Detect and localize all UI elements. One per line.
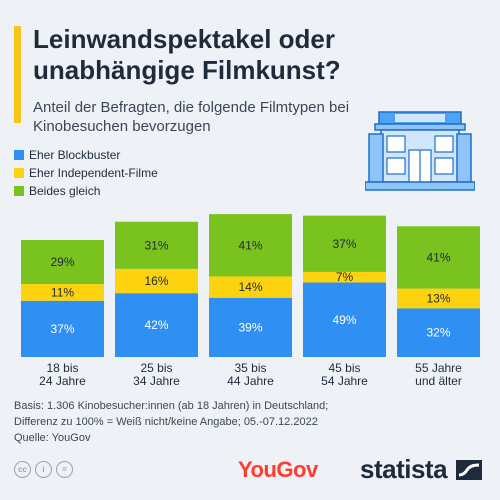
footer-basis-line: Basis: 1.306 Kinobesucher:innen (ab 18 J… [14, 400, 329, 412]
data-label: 13% [426, 291, 450, 305]
footer-notes: Basis: 1.306 Kinobesucher:innen (ab 18 J… [14, 398, 394, 446]
bar-segment [303, 282, 386, 357]
bar-segment [115, 293, 198, 357]
bar-segment [21, 284, 104, 301]
title-accent-bar [14, 26, 21, 123]
chart-legend: Eher Blockbuster Eher Independent-Filme … [14, 146, 158, 200]
license-icons: cc i = [14, 461, 73, 478]
category-label: 44 Jahre [227, 374, 274, 388]
yougov-logo[interactable]: YouGov [238, 457, 318, 482]
statista-logo[interactable]: statista [360, 454, 448, 484]
bar-segment [209, 297, 292, 357]
bar-segment [209, 214, 292, 277]
legend-item-independent: Eher Independent-Filme [14, 164, 158, 182]
category-label: 35 bis [234, 361, 266, 375]
bar-segment [115, 268, 198, 294]
statista-logo-icon [456, 460, 482, 480]
data-label: 29% [50, 255, 74, 269]
data-label: 39% [238, 320, 262, 334]
legend-label: Beides gleich [29, 184, 101, 198]
category-label: 25 bis [140, 361, 172, 375]
chart-title: Leinwandspektakel oder unabhängige Filmk… [33, 24, 341, 85]
category-label: 18 bis [46, 361, 78, 375]
bar-segment [21, 300, 104, 357]
category-label: 24 Jahre [39, 374, 86, 388]
footer-difference-line: Differenz zu 100% = Weiß nicht/keine Ang… [14, 416, 318, 428]
legend-label: Eher Blockbuster [29, 148, 121, 162]
legend-item-blockbuster: Eher Blockbuster [14, 146, 158, 164]
bar-segment [303, 215, 386, 272]
data-label: 37% [332, 237, 356, 251]
bar-segment [397, 288, 480, 309]
data-label: 37% [50, 322, 74, 336]
person-attribution-icon[interactable]: i [35, 461, 52, 478]
data-label: 32% [426, 326, 450, 340]
legend-swatch [14, 168, 24, 178]
data-label: 41% [426, 250, 450, 264]
data-label: 42% [144, 318, 168, 332]
legend-item-both: Beides gleich [14, 182, 158, 200]
data-label: 7% [336, 270, 354, 284]
footer-source-line: Quelle: YouGov [14, 432, 91, 444]
data-label: 49% [332, 313, 356, 327]
bar-segment [209, 276, 292, 298]
cinema-building-icon [365, 111, 475, 191]
bar-segment [303, 271, 386, 283]
bar-segment [397, 226, 480, 289]
legend-label: Eher Independent-Filme [29, 166, 158, 180]
legend-swatch [14, 150, 24, 160]
equals-icon[interactable]: = [56, 461, 73, 478]
legend-swatch [14, 186, 24, 196]
cc-license-icon[interactable]: cc [14, 461, 31, 478]
data-label: 31% [144, 238, 168, 252]
category-label: 55 Jahre [415, 361, 462, 375]
data-label: 11% [51, 285, 74, 299]
bar-segment [115, 221, 198, 269]
chart-subtitle: Anteil der Befragten, die folgende Filmt… [33, 99, 350, 135]
data-label: 14% [238, 280, 262, 294]
bar-segment [21, 239, 104, 285]
category-label: 34 Jahre [133, 374, 180, 388]
data-label: 16% [144, 274, 168, 288]
category-label: und älter [415, 374, 462, 388]
bar-segment [397, 308, 480, 357]
data-label: 41% [238, 238, 262, 252]
category-label: 54 Jahre [321, 374, 368, 388]
category-label: 45 bis [328, 361, 360, 375]
